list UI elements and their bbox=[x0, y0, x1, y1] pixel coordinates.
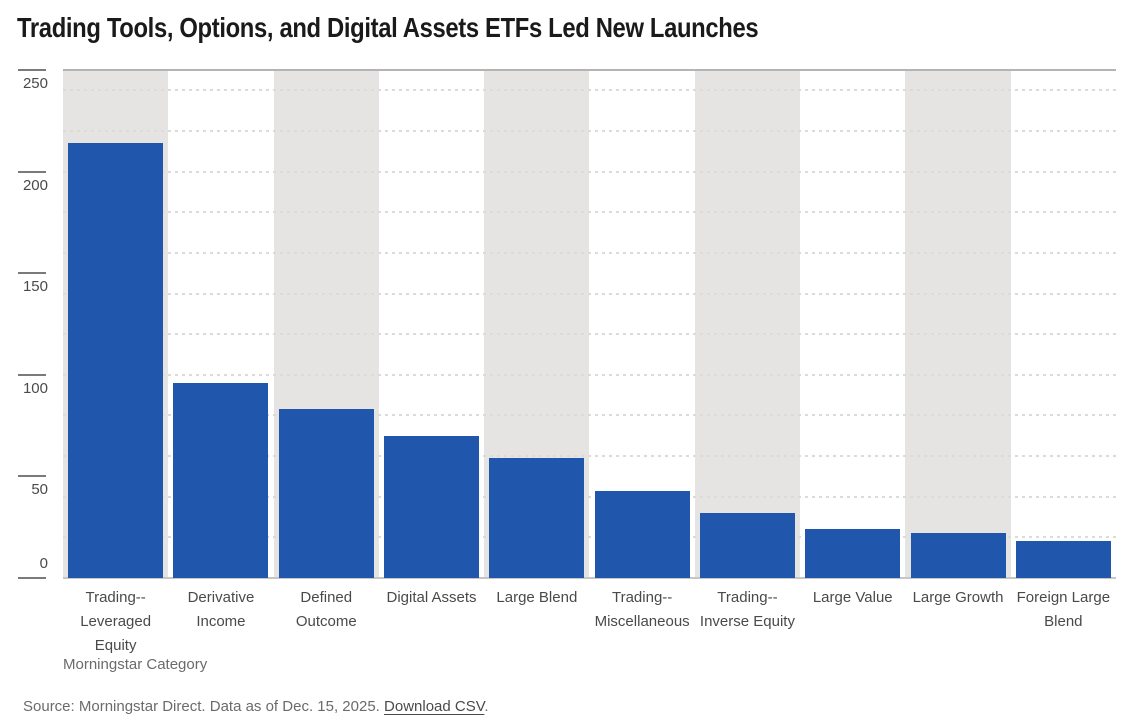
x-category-label-line: Foreign Large bbox=[1016, 589, 1111, 606]
bar-derivative-income bbox=[173, 382, 269, 578]
x-category-label: Digital Assets bbox=[366, 586, 498, 610]
x-category-label: Defined Outcome bbox=[260, 586, 392, 634]
x-category-label-line: Derivative bbox=[187, 589, 255, 606]
bar-digital-assets bbox=[384, 435, 480, 578]
gridline bbox=[63, 211, 1116, 214]
gridline bbox=[63, 333, 1116, 336]
bar-trading-miscellaneous bbox=[594, 490, 690, 578]
x-category-label-line: Large Value bbox=[812, 589, 893, 606]
x-category-label-line: Miscellaneous bbox=[594, 613, 690, 630]
gridline bbox=[63, 129, 1116, 132]
gridline bbox=[63, 170, 1116, 173]
x-category-label-line: Leveraged bbox=[80, 613, 152, 630]
chart-title: Trading Tools, Options, and Digital Asse… bbox=[17, 12, 759, 43]
x-category-label: Foreign Large Blend bbox=[997, 586, 1129, 634]
y-tick-mark bbox=[18, 475, 46, 478]
x-category-label-line: Inverse Equity bbox=[699, 613, 795, 630]
bar-chart-plot-area bbox=[63, 69, 1116, 579]
bar-foreign-large-blend bbox=[1015, 541, 1111, 578]
bar-large-blend bbox=[489, 458, 585, 578]
x-category-label-line: Income bbox=[196, 613, 246, 630]
gridline bbox=[63, 536, 1116, 539]
bar-trading-inverse-equity bbox=[699, 512, 795, 578]
x-category-label: Trading-- Leveraged Equity bbox=[50, 586, 182, 658]
source-text: Source: Morningstar Direct. Data as of D… bbox=[23, 698, 385, 715]
gridline bbox=[63, 455, 1116, 458]
bar-large-growth bbox=[910, 533, 1006, 578]
y-tick-label: 150 bbox=[22, 278, 48, 296]
x-category-label-line: Blend bbox=[1044, 613, 1083, 630]
y-tick-label: 0 bbox=[39, 555, 48, 572]
category-background-band bbox=[905, 70, 1011, 578]
download-csv-link[interactable]: Download CSV bbox=[384, 698, 485, 715]
x-category-label: Derivative Income bbox=[155, 586, 287, 634]
bar-trading-leveraged-equity bbox=[68, 143, 164, 578]
x-category-label-line: Trading-- bbox=[717, 589, 778, 606]
x-category-label-line: Outcome bbox=[295, 613, 357, 630]
source-suffix: . bbox=[484, 698, 489, 715]
category-background-band bbox=[694, 70, 801, 578]
x-category-label: Trading-- Miscellaneous bbox=[576, 586, 708, 634]
x-category-label: Large Blend bbox=[471, 586, 603, 610]
bar-defined-outcome bbox=[278, 409, 374, 578]
y-tick-mark bbox=[18, 272, 46, 275]
gridline bbox=[63, 292, 1116, 295]
x-category-label: Large Growth bbox=[892, 586, 1024, 610]
y-tick-label: 50 bbox=[31, 481, 48, 499]
y-tick-mark bbox=[18, 577, 46, 579]
gridline bbox=[63, 89, 1116, 92]
x-category-label-line: Trading-- bbox=[85, 589, 146, 606]
x-category-label: Large Value bbox=[787, 586, 919, 610]
x-category-label: Trading-- Inverse Equity bbox=[681, 586, 813, 634]
plot-top-border bbox=[63, 69, 1116, 71]
y-tick-mark bbox=[18, 170, 46, 173]
y-tick-label: 250 bbox=[22, 75, 48, 92]
x-category-label-line: Large Blend bbox=[496, 589, 578, 606]
x-category-label-line: Trading-- bbox=[611, 589, 673, 606]
gridline bbox=[63, 414, 1116, 417]
y-tick-label: 100 bbox=[22, 379, 48, 397]
x-category-label-line: Large Growth bbox=[912, 589, 1004, 606]
y-tick-label: 200 bbox=[22, 176, 48, 194]
x-category-label-line: Defined bbox=[300, 589, 353, 606]
y-tick-mark bbox=[18, 69, 46, 71]
source-note: Source: Morningstar Direct. Data as of D… bbox=[23, 698, 489, 715]
x-axis-title: Morningstar Category bbox=[63, 656, 208, 673]
x-category-label-line: Digital Assets bbox=[386, 589, 477, 606]
y-tick-mark bbox=[18, 373, 46, 376]
x-axis-baseline bbox=[63, 577, 1116, 579]
gridline bbox=[63, 251, 1116, 254]
bar-large-value bbox=[805, 529, 901, 578]
gridline bbox=[63, 373, 1116, 376]
x-category-label-line: Equity bbox=[94, 637, 137, 654]
gridline bbox=[63, 495, 1116, 498]
